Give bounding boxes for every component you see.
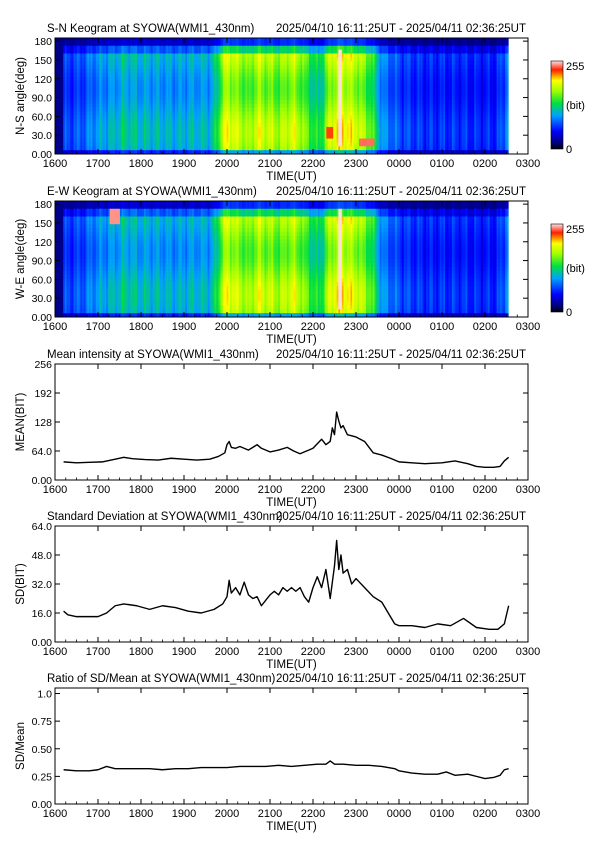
- panel-title: S-N Keogram at SYOWA(WMI1_430nm): [47, 23, 254, 35]
- panel-1: S-N Keogram at SYOWA(WMI1_430nm) 2025/04/…: [15, 23, 585, 183]
- panel-time-range: 2025/04/10 16:11:25UT - 2025/04/11 02:36…: [276, 23, 526, 35]
